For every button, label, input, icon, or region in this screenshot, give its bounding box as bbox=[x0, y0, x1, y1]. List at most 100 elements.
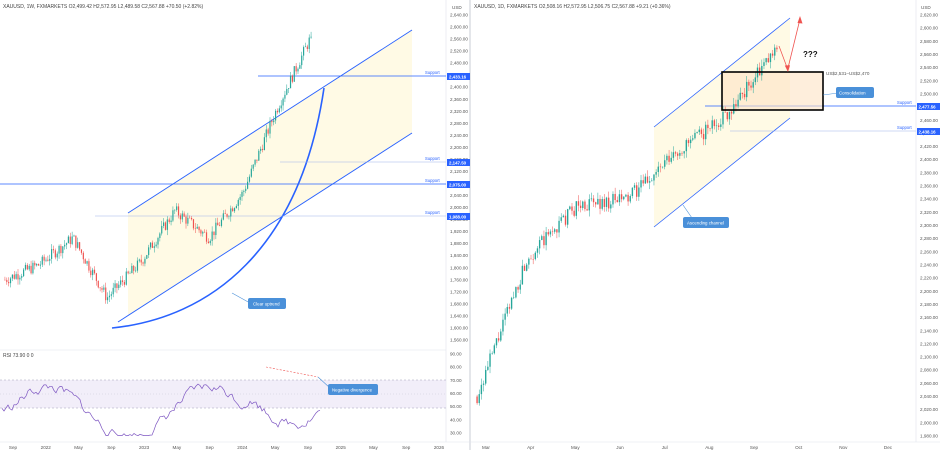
right-candle-body bbox=[623, 196, 625, 200]
left-y-tick: 1,600.00 bbox=[450, 325, 468, 330]
right-candle-body bbox=[485, 369, 487, 384]
left-header: XAUUSD, 1W, FXMARKETS O2,499.42 H2,572.9… bbox=[3, 4, 203, 10]
left-candle-body bbox=[62, 246, 64, 254]
left-candle-body bbox=[86, 261, 88, 264]
left-candle-body bbox=[226, 214, 228, 217]
rsi-y-tick: 50.00 bbox=[450, 404, 462, 409]
left-candle-body bbox=[93, 269, 96, 274]
left-candle-body bbox=[47, 259, 49, 261]
left-y-tick: 1,720.00 bbox=[450, 289, 468, 294]
left-candle-body bbox=[49, 258, 51, 261]
left-candle-body bbox=[198, 226, 200, 231]
left-candle-body bbox=[148, 247, 150, 256]
left-candle-body bbox=[161, 225, 163, 234]
left-candle-body bbox=[215, 222, 217, 236]
left-candle-body bbox=[110, 294, 112, 296]
left-candle-body bbox=[97, 280, 99, 288]
right-channel-fill bbox=[654, 18, 790, 227]
right-candle-body bbox=[741, 92, 744, 94]
left-support-badge-2 bbox=[447, 159, 470, 166]
right-x-tick: May bbox=[571, 445, 580, 450]
left-channel-lower bbox=[117, 132, 413, 323]
right-candle-body bbox=[629, 196, 631, 202]
right-candle-body bbox=[735, 104, 737, 107]
rsi-y-tick: 90.00 bbox=[450, 352, 462, 357]
right-candle-body bbox=[664, 160, 666, 167]
left-candle-body bbox=[297, 68, 299, 72]
left-candle-body bbox=[243, 190, 245, 192]
right-candle-body bbox=[677, 153, 679, 156]
right-candle-body bbox=[487, 366, 489, 370]
right-candle-body bbox=[478, 394, 480, 404]
bearish-projection-head bbox=[784, 65, 790, 72]
right-candle-body bbox=[582, 201, 584, 209]
right-candle-body bbox=[618, 194, 621, 203]
right-candle-body bbox=[774, 47, 776, 56]
right-y-tick: 2,180.00 bbox=[920, 302, 938, 307]
right-y-tick: 2,000.00 bbox=[920, 420, 938, 425]
right-candle-body bbox=[750, 85, 752, 88]
consolidation-box[interactable] bbox=[721, 71, 824, 111]
left-candle-body bbox=[56, 253, 58, 258]
left-candle-body bbox=[67, 236, 69, 244]
left-candle-body bbox=[228, 216, 230, 218]
right-candle-body bbox=[737, 99, 739, 107]
right-y-tick: 2,620.00 bbox=[920, 13, 938, 18]
left-candle-body bbox=[209, 240, 211, 244]
left-x-tick: May bbox=[74, 445, 83, 450]
left-candle-body bbox=[73, 235, 75, 237]
left-candle-body bbox=[164, 222, 167, 230]
left-candle-body bbox=[133, 265, 135, 271]
left-x-tick: May bbox=[173, 445, 182, 450]
left-x-tick: Sep bbox=[107, 445, 116, 450]
left-candle-body bbox=[235, 205, 237, 209]
right-candle-body bbox=[493, 345, 496, 354]
left-candle-body bbox=[247, 181, 249, 189]
right-candle-body bbox=[554, 229, 556, 232]
left-candle-body bbox=[30, 265, 32, 274]
left-y-tick: 1,880.00 bbox=[450, 241, 468, 246]
left-y-tick: 2,360.00 bbox=[450, 97, 468, 102]
consolidation-callout-text: Consolidation bbox=[839, 91, 866, 96]
right-candle-body bbox=[614, 193, 616, 201]
right-candle-body bbox=[579, 205, 582, 209]
left-support-value-4: 1,988.00 bbox=[449, 215, 467, 220]
left-y-tick: 1,560.00 bbox=[450, 338, 468, 343]
right-candle-body bbox=[689, 139, 692, 144]
left-support-label-1: Support bbox=[425, 70, 441, 75]
left-axis-title: USD bbox=[452, 5, 462, 10]
right-support-label-1: Support bbox=[897, 100, 913, 105]
consolidation-callout bbox=[836, 87, 874, 98]
right-candle-body bbox=[556, 229, 558, 233]
left-candle-body bbox=[248, 176, 251, 182]
rsi-y-tick: 60.00 bbox=[450, 391, 462, 396]
left-candle-body bbox=[65, 243, 68, 245]
right-candle-body bbox=[659, 166, 662, 168]
left-candle-body bbox=[207, 241, 209, 244]
left-candle-body bbox=[211, 231, 213, 241]
uptrend-curve bbox=[111, 87, 325, 329]
left-y-tick: 2,120.00 bbox=[450, 169, 468, 174]
question-marks: ??? bbox=[803, 50, 818, 59]
left-candle-body bbox=[275, 110, 277, 121]
right-candle-body bbox=[648, 181, 651, 183]
right-candle-body bbox=[674, 152, 677, 154]
divergence-callout bbox=[328, 384, 378, 395]
right-candle-body bbox=[700, 129, 703, 134]
left-candle-body bbox=[245, 188, 247, 191]
right-x-tick: Sep bbox=[750, 445, 759, 450]
right-x-tick: Apr bbox=[527, 445, 535, 450]
right-candle-body bbox=[651, 180, 653, 182]
left-candle-body bbox=[299, 65, 301, 69]
right-candle-body bbox=[502, 319, 504, 332]
left-y-tick: 2,200.00 bbox=[450, 145, 468, 150]
bullish-projection bbox=[787, 18, 801, 69]
right-candle-body bbox=[670, 157, 672, 162]
rsi-y-tick: 30.00 bbox=[450, 431, 462, 436]
right-candle-body bbox=[655, 172, 657, 175]
left-candle-body bbox=[99, 287, 101, 289]
left-candles bbox=[4, 31, 312, 304]
left-candle-body bbox=[69, 236, 71, 244]
left-x-tick: May bbox=[271, 445, 280, 450]
